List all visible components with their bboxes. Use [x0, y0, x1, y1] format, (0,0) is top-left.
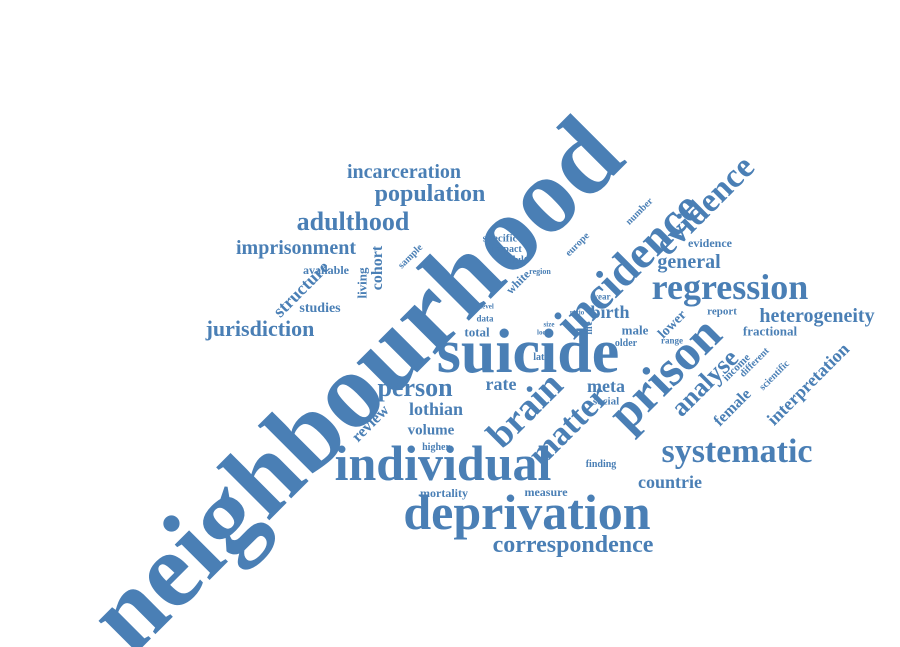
word-28: female — [710, 385, 755, 430]
word-17: jurisdiction — [205, 316, 315, 341]
word-48: scientific — [757, 358, 792, 393]
word-33: living — [354, 267, 370, 299]
word-10: systematic — [661, 433, 813, 470]
word-43: specific — [482, 232, 518, 245]
word-27: meta — [587, 376, 625, 396]
word-67: local — [537, 328, 551, 337]
word-63: data — [476, 313, 494, 324]
word-36: evidence — [688, 236, 732, 250]
word-38: total — [464, 324, 490, 340]
word-65: ratio — [569, 308, 585, 317]
word-4: deprivation — [403, 484, 651, 540]
word-61: range — [661, 335, 683, 346]
word-11: person — [377, 373, 453, 402]
word-58: adult — [504, 255, 528, 266]
word-51: older — [614, 338, 638, 349]
word-62: grey — [480, 343, 491, 361]
word-5: individual — [334, 435, 552, 491]
word-31: cohort — [369, 245, 386, 291]
word-24: lothian — [408, 399, 464, 419]
word-25: rate — [485, 374, 517, 394]
word-37: fractional — [742, 323, 798, 339]
word-22: interpretation — [762, 338, 854, 430]
word-39: mortality — [420, 486, 468, 500]
word-6: regression — [651, 267, 809, 307]
word-1: suicide — [436, 318, 620, 386]
word-52: late — [533, 352, 549, 363]
word-41: available — [302, 263, 350, 277]
word-40: measure — [524, 485, 568, 499]
word-15: correspondence — [492, 532, 654, 558]
word-64: level — [480, 302, 494, 311]
word-19: heterogeneity — [759, 305, 875, 327]
word-29: volume — [407, 422, 455, 439]
word-49: finding — [585, 459, 617, 470]
word-60: year — [593, 291, 611, 302]
word-35: male — [621, 322, 649, 338]
word-26: birth — [590, 302, 630, 322]
word-53: life — [584, 321, 595, 335]
word-18: imprisonment — [236, 237, 356, 259]
word-50: higher — [422, 442, 450, 453]
word-59: region — [529, 267, 551, 276]
word-45: report — [707, 305, 737, 318]
word-32: studies — [299, 301, 341, 316]
word-12: adulthood — [296, 207, 410, 236]
word-16: incarceration — [346, 161, 462, 183]
word-66: size — [543, 320, 555, 329]
word-44: social — [592, 395, 620, 408]
word-21: countrie — [638, 472, 702, 492]
word-14: population — [374, 181, 486, 207]
word-57: impact — [492, 244, 522, 255]
word-20: general — [657, 251, 721, 273]
